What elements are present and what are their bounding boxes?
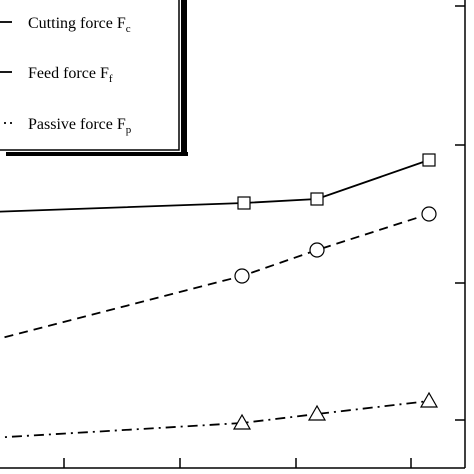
square-marker (310, 192, 324, 206)
square-marker (422, 153, 436, 167)
series-layer (0, 153, 439, 439)
legend-shadow-bottom (6, 152, 188, 156)
legend-box (0, 0, 180, 151)
series-c (0, 153, 436, 213)
series-f (0, 206, 437, 340)
square-marker (237, 196, 251, 210)
legend: Cutting force Fc Feed force Ff Passive for… (0, 0, 188, 156)
circle-marker (309, 242, 325, 258)
legend-label-p: Passive force Fp (28, 116, 132, 136)
legend-shadow-right (181, 0, 187, 156)
series-line-f (0, 213, 430, 340)
triangle-marker (232, 413, 252, 430)
series-p (0, 391, 439, 439)
series-line-p (0, 400, 430, 439)
circle-marker (234, 268, 250, 284)
plot-frame (0, 0, 466, 469)
legend-label-f: Feed force Ff (28, 65, 113, 85)
triangle-marker (307, 404, 327, 421)
legend-label-c: Cutting force Fc (28, 15, 131, 35)
series-line-c (0, 159, 430, 213)
circle-marker (421, 206, 437, 222)
triangle-marker (419, 391, 439, 408)
